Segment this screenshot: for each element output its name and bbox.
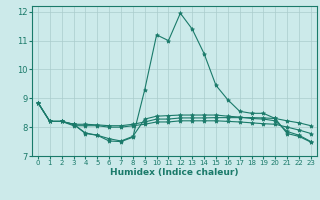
X-axis label: Humidex (Indice chaleur): Humidex (Indice chaleur)	[110, 168, 239, 177]
